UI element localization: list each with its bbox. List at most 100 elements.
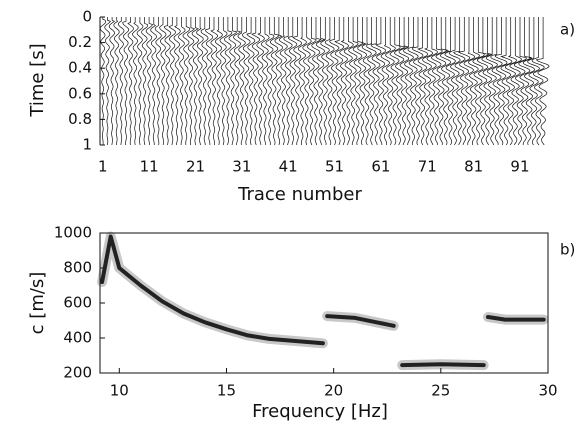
dispersion-ridge <box>100 234 546 368</box>
trace-wiggle <box>200 17 209 146</box>
trace-wiggle <box>361 17 372 146</box>
y-tick-label: 0 <box>82 8 92 26</box>
x-axis-title: Frequency [Hz] <box>252 401 388 422</box>
x-tick-label: 21 <box>186 158 205 176</box>
y-axis-title: Time [s] <box>27 43 48 117</box>
trace-wiggle <box>150 17 157 145</box>
trace-wiggle <box>435 17 448 146</box>
trace-wiggle <box>173 17 181 145</box>
x-tick-label: 10 <box>110 382 129 400</box>
trace-wiggle <box>518 17 533 146</box>
trace-wiggle <box>513 17 527 146</box>
trace-wiggle <box>163 17 172 146</box>
trace-wiggle <box>422 17 434 146</box>
trace-wiggle <box>472 17 485 146</box>
trace-wiggle <box>196 17 204 146</box>
trace-wiggle <box>159 17 167 146</box>
trace-wiggle <box>117 17 125 146</box>
trace-wiggle <box>366 17 377 146</box>
trace-wiggle <box>274 17 283 146</box>
trace-wiggle <box>132 17 139 146</box>
trace-wiggle <box>485 17 498 146</box>
trace-wiggle <box>251 17 261 146</box>
trace-wiggle <box>477 17 490 146</box>
y-tick-label: 0.6 <box>68 84 92 102</box>
y-tick-label: 1000 <box>54 224 92 242</box>
trace-wiggle <box>444 17 456 146</box>
trace-wiggle <box>490 17 503 146</box>
trace-wiggle <box>246 17 256 146</box>
trace-wiggle <box>535 17 550 146</box>
trace-wiggle <box>500 17 513 146</box>
trace-wiggle <box>178 17 186 145</box>
panel-label: a) <box>560 21 575 39</box>
trace-wiggle <box>426 17 438 146</box>
trace-wiggle <box>108 17 115 146</box>
trace-wiggle <box>398 17 410 146</box>
trace-wiggle <box>494 17 508 146</box>
trace-wiggle <box>481 17 494 146</box>
trace-wiggle <box>430 17 443 146</box>
trace-wiggle <box>352 17 364 146</box>
x-tick-label: 91 <box>510 158 529 176</box>
trace-wiggle <box>302 17 312 146</box>
x-tick-label: 81 <box>464 158 483 176</box>
trace-wiggle <box>287 17 298 146</box>
trace-wiggle <box>214 17 223 146</box>
trace-wiggle <box>412 17 424 146</box>
trace-wiggle <box>417 17 429 146</box>
trace-wiggle <box>270 17 280 146</box>
trace-wiggle <box>531 17 545 146</box>
trace-wiggle <box>324 17 335 146</box>
x-tick-label: 31 <box>232 158 251 176</box>
x-axis-title: Trace number <box>237 184 362 205</box>
panel-label: b) <box>560 241 575 259</box>
trace-wiggle <box>154 17 162 146</box>
trace-wiggle <box>334 17 345 146</box>
trace-wiggle <box>329 17 340 146</box>
trace-wiggle <box>136 17 144 146</box>
trace-wiggle <box>265 17 275 146</box>
trace-wiggle <box>261 17 270 146</box>
trace-wiggle <box>210 17 218 146</box>
trace-wiggle <box>224 17 233 146</box>
x-tick-label: 61 <box>371 158 390 176</box>
trace-wiggle <box>292 17 302 146</box>
y-axis-title: c [m/s] <box>27 272 48 335</box>
trace-wiggle <box>448 17 461 146</box>
trace-wiggle <box>522 17 536 146</box>
x-tick-label: 41 <box>279 158 298 176</box>
y-tick-label: 0.2 <box>68 33 92 51</box>
x-tick-label: 25 <box>431 382 450 400</box>
trace-wiggle <box>375 17 387 146</box>
trace-wiggle <box>394 17 406 146</box>
trace-wiggle <box>278 17 288 146</box>
trace-wiggle <box>205 17 214 145</box>
x-tick-label: 20 <box>324 382 343 400</box>
trace-wiggle <box>168 17 176 146</box>
trace-wiggle <box>297 17 307 146</box>
y-tick-label: 600 <box>63 294 92 312</box>
trace-wiggle <box>403 17 414 145</box>
y-tick-label: 800 <box>63 259 92 277</box>
x-tick-label: 1 <box>98 158 108 176</box>
y-tick-label: 400 <box>63 329 92 347</box>
trace-wiggle <box>457 17 471 146</box>
trace-wiggle <box>339 17 350 146</box>
trace-wiggle <box>527 17 540 146</box>
trace-wiggle <box>385 17 396 146</box>
trace-wiggle <box>242 17 251 146</box>
trace-wiggle <box>320 17 330 146</box>
y-tick-label: 0.4 <box>68 59 92 77</box>
trace-wiggle <box>219 17 228 146</box>
x-tick-label: 15 <box>217 382 236 400</box>
trace-wiggle <box>348 17 359 146</box>
trace-wiggle <box>113 17 120 146</box>
trace-wiggle <box>439 17 451 146</box>
trace-wiggle <box>182 17 191 146</box>
trace-wiggle <box>187 17 196 146</box>
y-tick-label: 1 <box>82 136 92 154</box>
trace-wiggle <box>389 17 401 146</box>
trace-wiggle <box>343 17 354 146</box>
